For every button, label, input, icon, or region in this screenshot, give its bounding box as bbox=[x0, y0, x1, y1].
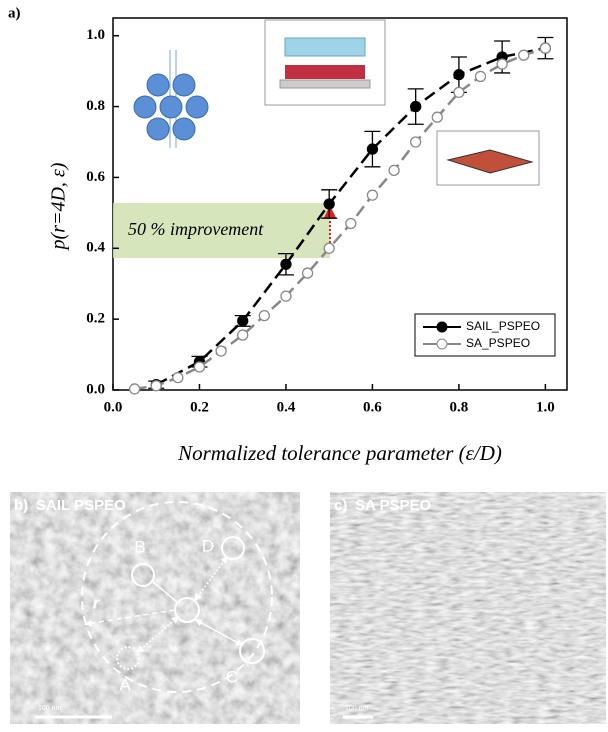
micrograph-c: c) SA PSPEO 100 nm bbox=[330, 492, 606, 724]
scale-bar-label: 100 nm bbox=[38, 705, 62, 712]
legend: SAIL_PSPEO SA_PSPEO bbox=[415, 314, 555, 356]
data-point bbox=[238, 330, 248, 340]
y-tick-label: 0.0 bbox=[86, 381, 105, 397]
data-point bbox=[324, 199, 334, 209]
data-point bbox=[476, 71, 486, 81]
image-label: c) bbox=[334, 497, 347, 514]
inset-stamp bbox=[265, 20, 385, 105]
marker-label: D bbox=[202, 536, 214, 555]
legend-marker bbox=[437, 322, 447, 332]
data-point bbox=[259, 311, 269, 321]
legend-label: SA_PSPEO bbox=[466, 336, 530, 350]
data-point bbox=[173, 373, 183, 383]
data-point bbox=[454, 70, 464, 80]
x-tick-label: 0.6 bbox=[363, 399, 382, 415]
data-point bbox=[346, 218, 356, 228]
panel-label: a) bbox=[8, 5, 21, 21]
scale-bar-label: 100 nm bbox=[345, 705, 369, 712]
y-tick-label: 0.6 bbox=[86, 169, 105, 185]
data-point bbox=[432, 112, 442, 122]
data-point bbox=[519, 50, 529, 60]
image-label: b) bbox=[14, 497, 28, 514]
figure: a) 50 % improvement p(r=4D, ε) Normalize… bbox=[0, 0, 608, 727]
data-point bbox=[130, 384, 140, 394]
marker-label: A bbox=[119, 675, 131, 694]
data-point bbox=[324, 243, 334, 253]
y-tick-label: 1.0 bbox=[86, 27, 105, 43]
annotation: 50 % improvement bbox=[128, 219, 264, 239]
data-point bbox=[411, 102, 421, 112]
x-tick-label: 0.0 bbox=[104, 399, 123, 415]
data-point bbox=[194, 362, 204, 372]
y-axis-label: p(r=4D, ε) bbox=[48, 162, 70, 251]
data-point bbox=[389, 165, 399, 175]
micrograph-b: b) SAIL PSPEO B D A C r 100 nm bbox=[10, 492, 300, 724]
marker-label: B bbox=[134, 537, 145, 556]
image-title: SA PSPEO bbox=[355, 497, 431, 514]
data-point bbox=[497, 59, 507, 69]
x-tick-label: 0.2 bbox=[190, 399, 209, 415]
data-point bbox=[238, 316, 248, 326]
data-point bbox=[411, 137, 421, 147]
image-title: SAIL PSPEO bbox=[36, 497, 126, 514]
y-tick-label: 0.2 bbox=[86, 311, 105, 327]
x-tick-label: 0.4 bbox=[277, 399, 296, 415]
data-point bbox=[151, 381, 161, 391]
x-axis-label: Normalized tolerance parameter (ε/D) bbox=[177, 441, 502, 465]
data-point bbox=[303, 268, 313, 278]
data-point bbox=[454, 87, 464, 97]
data-point bbox=[367, 144, 377, 154]
data-point bbox=[281, 291, 291, 301]
data-point bbox=[367, 190, 377, 200]
x-tick-label: 1.0 bbox=[536, 399, 555, 415]
inset-film bbox=[437, 131, 539, 185]
data-point bbox=[281, 259, 291, 269]
y-tick-label: 0.8 bbox=[86, 98, 105, 114]
x-tick-label: 0.8 bbox=[450, 399, 469, 415]
data-point bbox=[540, 43, 550, 53]
marker-label: C bbox=[226, 667, 238, 686]
y-tick-label: 0.4 bbox=[86, 240, 105, 256]
legend-marker bbox=[437, 339, 447, 349]
data-point bbox=[216, 346, 226, 356]
legend-label: SAIL_PSPEO bbox=[466, 319, 540, 333]
inset-hexagon bbox=[134, 50, 208, 148]
